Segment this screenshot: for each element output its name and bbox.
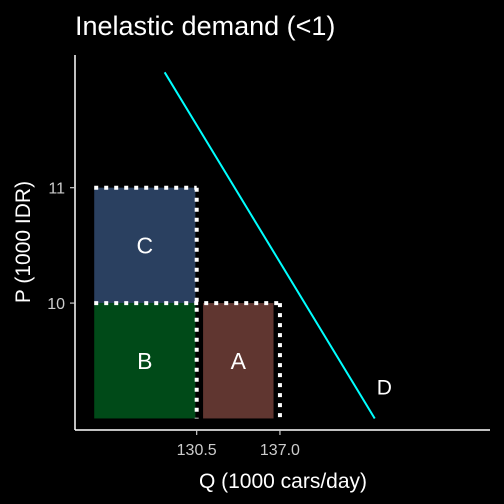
curve-layer: D [163, 71, 392, 419]
demand-curve-label: D [377, 376, 392, 399]
region-c [94, 187, 196, 304]
x-axis-title: Q (1000 cars/day) [199, 470, 367, 493]
y-tick-label: 10 [47, 296, 65, 313]
region-a [203, 303, 274, 419]
ticks-layer: 130.5 137.0 10 11 [47, 181, 300, 459]
region-label-a: A [231, 348, 247, 374]
x-tick-label: 137.0 [260, 442, 300, 459]
guides-layer [94, 185, 282, 419]
y-axis-title: P (1000 IDR) [12, 181, 35, 303]
axes-layer [74, 55, 490, 431]
chart-title: Inelastic demand (<1) [75, 11, 335, 41]
region-label-b: B [137, 348, 152, 374]
region-b [94, 303, 196, 419]
y-tick-label: 11 [48, 181, 65, 198]
regions-layer: C B A [94, 187, 274, 419]
x-tick-label: 130.5 [177, 442, 217, 459]
region-label-c: C [136, 232, 153, 258]
demand-curve [163, 71, 376, 419]
